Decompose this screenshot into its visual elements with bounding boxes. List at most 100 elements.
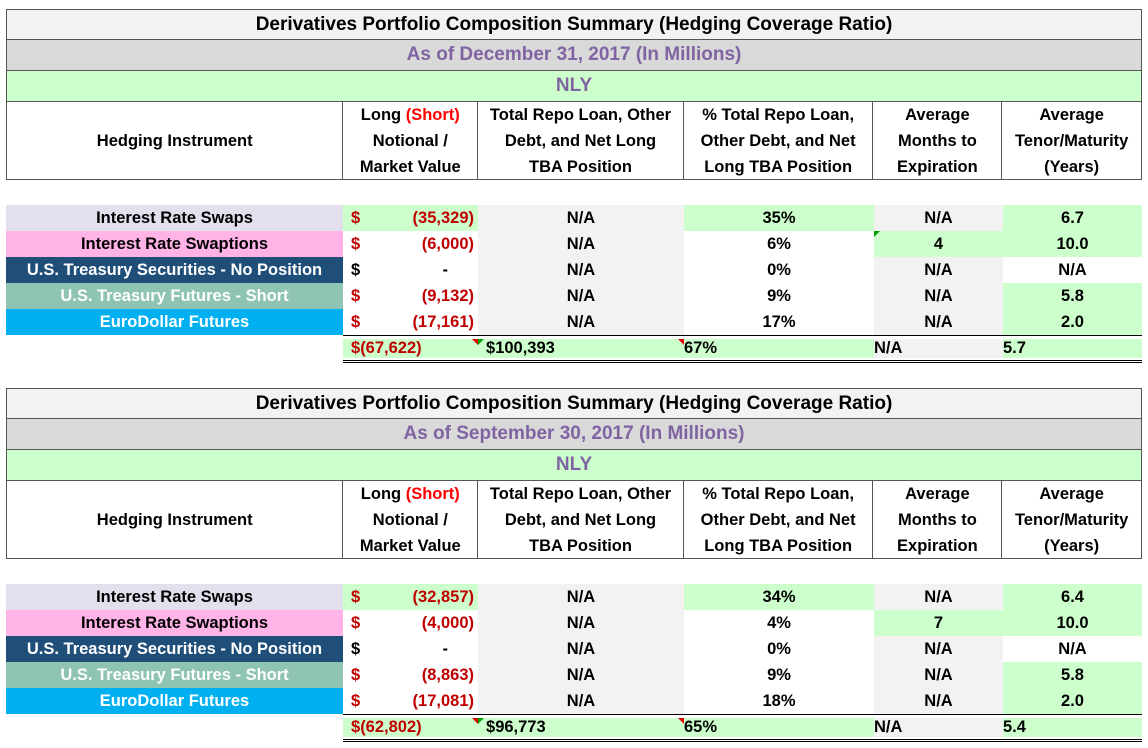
table-row: EuroDollar Futures $ (17,081) N/A 18% N/A… (6, 688, 1142, 714)
total-months: N/A (874, 717, 1003, 737)
column-headers: Hedging Instrument Long (Short) Notional… (6, 102, 1142, 180)
repo-cell: N/A (478, 205, 684, 231)
table-ticker: NLY (6, 450, 1142, 481)
notional-cell: $ (35,329) (343, 205, 478, 231)
total-pct: 67% (684, 338, 874, 358)
tenor-cell: 10.0 (1003, 610, 1142, 636)
notional-cell: $ - (343, 636, 478, 662)
total-months: N/A (874, 338, 1003, 358)
pct-cell: 17% (684, 309, 874, 335)
repo-cell: N/A (478, 688, 684, 714)
table-dec-2017: Derivatives Portfolio Composition Summar… (6, 9, 1142, 363)
tenor-cell: 6.7 (1003, 205, 1142, 231)
months-cell: N/A (874, 257, 1003, 283)
header-pct-total-repo: % Total Repo Loan, Other Debt, and Net L… (684, 481, 874, 558)
tenor-cell: 10.0 (1003, 231, 1142, 257)
tenor-cell: 5.8 (1003, 283, 1142, 309)
header-avg-tenor: Average Tenor/Maturity (Years) (1014, 105, 1129, 176)
table-row: U.S. Treasury Securities - No Position $… (6, 636, 1142, 662)
notional-cell: $ (17,161) (343, 309, 478, 335)
header-long-short: Long (Short) Notional / Market Value (343, 102, 479, 179)
table-row: Interest Rate Swaptions $ (4,000) N/A 4% … (6, 610, 1142, 636)
months-cell: N/A (874, 662, 1003, 688)
total-row: $(67,622) $100,393 67% N/A 5.7 (6, 335, 1142, 363)
header-long-short: Long (Short) Notional / Market Value (343, 481, 479, 558)
total-tenor: 5.4 (1003, 717, 1142, 737)
pct-cell: 4% (684, 610, 874, 636)
column-headers: Hedging Instrument Long (Short) Notional… (6, 481, 1142, 559)
total-cells: $(62,802) $96,773 65% N/A 5.4 (343, 714, 1142, 742)
table-date: As of September 30, 2017 (In Millions) (6, 419, 1142, 450)
table-sep-2017: Derivatives Portfolio Composition Summar… (6, 388, 1142, 742)
pct-cell: 6% (684, 231, 874, 257)
months-cell: N/A (874, 688, 1003, 714)
header-avg-tenor: Average Tenor/Maturity (Years) (1014, 484, 1129, 555)
notional-cell: $ (6,000) (343, 231, 478, 257)
instrument-name: U.S. Treasury Securities - No Position (6, 257, 343, 283)
tenor-cell: 5.8 (1003, 662, 1142, 688)
header-avg-months: Average Months to Expiration (873, 481, 1003, 558)
table-row: Interest Rate Swaps $ (35,329) N/A 35% N/… (6, 205, 1142, 231)
instrument-name: Interest Rate Swaps (6, 584, 343, 610)
repo-cell: N/A (478, 610, 684, 636)
notional-cell: $ - (343, 257, 478, 283)
data-rows: Interest Rate Swaps $ (35,329) N/A 35% N/… (6, 205, 1142, 363)
data-rows: Interest Rate Swaps $ (32,857) N/A 34% N/… (6, 584, 1142, 742)
table-row: Interest Rate Swaps $ (32,857) N/A 34% N/… (6, 584, 1142, 610)
pct-cell: 0% (684, 636, 874, 662)
total-repo: $96,773 (478, 717, 684, 737)
months-cell: N/A (874, 205, 1003, 231)
instrument-name: U.S. Treasury Securities - No Position (6, 636, 343, 662)
tenor-cell: N/A (1003, 257, 1142, 283)
tenor-cell: 2.0 (1003, 309, 1142, 335)
table-row: Interest Rate Swaptions $ (6,000) N/A 6% … (6, 231, 1142, 257)
months-cell: 7 (874, 610, 1003, 636)
pct-cell: 35% (684, 205, 874, 231)
notional-cell: $ (4,000) (343, 610, 478, 636)
notional-cell: $ (17,081) (343, 688, 478, 714)
pct-cell: 9% (684, 283, 874, 309)
table-row: U.S. Treasury Futures - Short $ (9,132) N… (6, 283, 1142, 309)
total-spacer (6, 335, 343, 363)
instrument-name: U.S. Treasury Futures - Short (6, 662, 343, 688)
repo-cell: N/A (478, 309, 684, 335)
repo-cell: N/A (478, 662, 684, 688)
total-repo: $100,393 (478, 338, 684, 358)
repo-cell: N/A (478, 257, 684, 283)
instrument-name: Interest Rate Swaps (6, 205, 343, 231)
months-cell: N/A (874, 283, 1003, 309)
total-notional: $(62,802) (343, 717, 478, 737)
notional-cell: $ (32,857) (343, 584, 478, 610)
table-row: EuroDollar Futures $ (17,161) N/A 17% N/A… (6, 309, 1142, 335)
repo-cell: N/A (478, 283, 684, 309)
notional-cell: $ (8,863) (343, 662, 478, 688)
tenor-cell: 2.0 (1003, 688, 1142, 714)
header-total-repo: Total Repo Loan, Other Debt, and Net Lon… (478, 102, 684, 179)
instrument-name: EuroDollar Futures (6, 309, 343, 335)
total-spacer (6, 714, 343, 742)
table-row: U.S. Treasury Securities - No Position $… (6, 257, 1142, 283)
tenor-cell: N/A (1003, 636, 1142, 662)
header-hedging-instrument: Hedging Instrument (7, 481, 344, 558)
header-hedging-instrument: Hedging Instrument (7, 102, 344, 179)
table-title: Derivatives Portfolio Composition Summar… (6, 388, 1142, 419)
pct-cell: 9% (684, 662, 874, 688)
repo-cell: N/A (478, 636, 684, 662)
instrument-name: Interest Rate Swaptions (6, 610, 343, 636)
months-cell: N/A (874, 309, 1003, 335)
notional-cell: $ (9,132) (343, 283, 478, 309)
pct-cell: 18% (684, 688, 874, 714)
header-pct-total-repo: % Total Repo Loan, Other Debt, and Net L… (684, 102, 874, 179)
months-cell: 4 (874, 231, 1003, 257)
total-row: $(62,802) $96,773 65% N/A 5.4 (6, 714, 1142, 742)
header-avg-months: Average Months to Expiration (873, 102, 1003, 179)
total-tenor: 5.7 (1003, 338, 1142, 358)
pct-cell: 0% (684, 257, 874, 283)
repo-cell: N/A (478, 231, 684, 257)
months-cell: N/A (874, 636, 1003, 662)
instrument-name: U.S. Treasury Futures - Short (6, 283, 343, 309)
repo-cell: N/A (478, 584, 684, 610)
total-cells: $(67,622) $100,393 67% N/A 5.7 (343, 335, 1142, 363)
table-ticker: NLY (6, 71, 1142, 102)
total-pct: 65% (684, 717, 874, 737)
